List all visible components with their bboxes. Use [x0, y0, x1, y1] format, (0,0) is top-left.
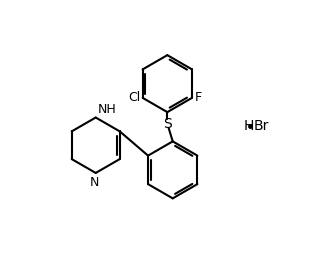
Text: H: H: [244, 119, 254, 133]
Text: F: F: [194, 91, 201, 104]
Text: Cl: Cl: [128, 91, 140, 104]
Text: Br: Br: [254, 119, 269, 133]
Text: S: S: [163, 117, 172, 131]
Text: NH: NH: [98, 103, 117, 116]
Text: N: N: [90, 176, 99, 189]
